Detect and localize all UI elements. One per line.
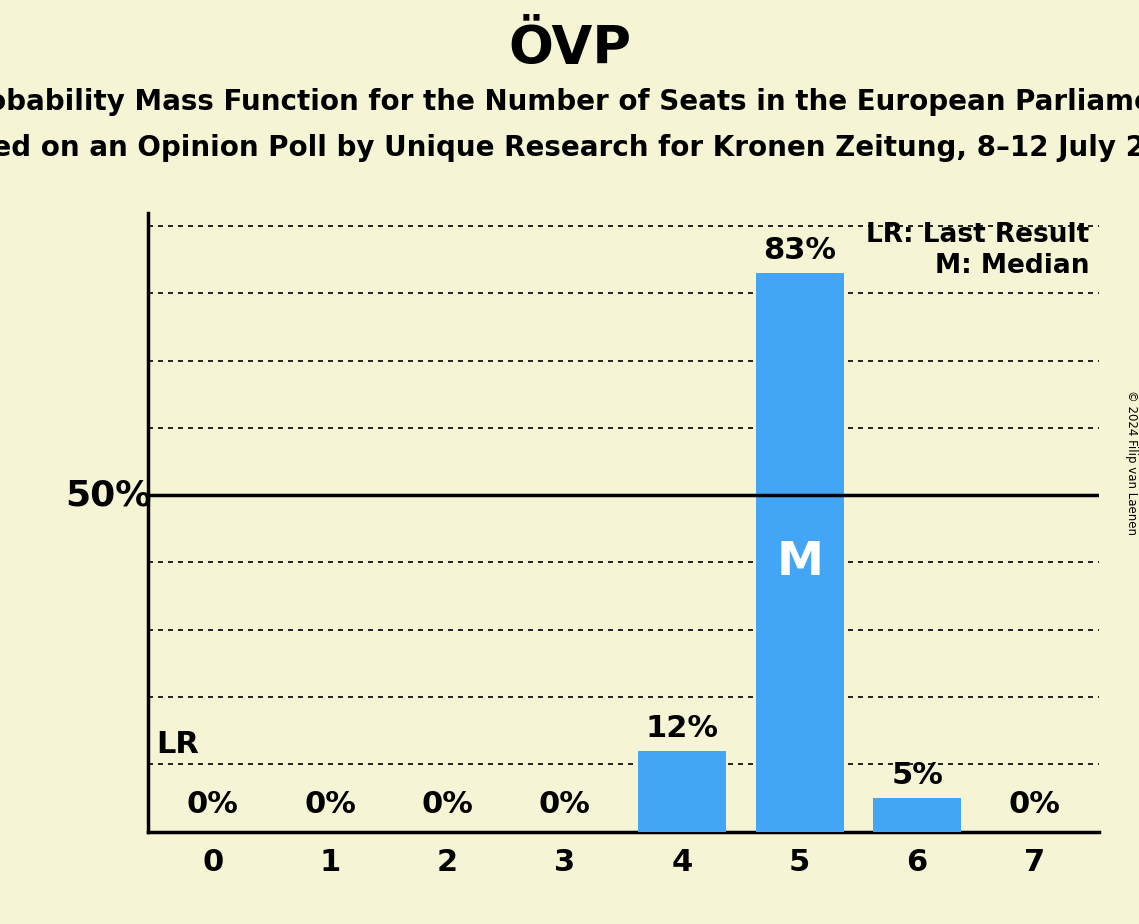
Text: 0%: 0% [1009, 791, 1060, 820]
Text: 0%: 0% [304, 791, 357, 820]
Text: 0%: 0% [539, 791, 591, 820]
Text: M: Median: M: Median [935, 253, 1090, 279]
Text: Probability Mass Function for the Number of Seats in the European Parliament: Probability Mass Function for the Number… [0, 88, 1139, 116]
Text: 83%: 83% [763, 236, 836, 265]
Bar [638, 751, 727, 832]
Text: Based on an Opinion Poll by Unique Research for Kronen Zeitung, 8–12 July 2024: Based on an Opinion Poll by Unique Resea… [0, 134, 1139, 162]
Text: 0%: 0% [187, 791, 238, 820]
Text: 12%: 12% [646, 713, 719, 743]
Text: 50%: 50% [65, 478, 151, 512]
Text: © 2024 Filip van Laenen: © 2024 Filip van Laenen [1124, 390, 1138, 534]
Text: LR: Last Result: LR: Last Result [867, 222, 1090, 248]
Text: ÖVP: ÖVP [508, 23, 631, 75]
Bar [874, 798, 961, 832]
Text: 5%: 5% [891, 760, 943, 790]
Text: M: M [776, 540, 823, 585]
Text: 0%: 0% [421, 791, 474, 820]
Bar [755, 274, 844, 832]
Text: LR: LR [156, 730, 199, 759]
